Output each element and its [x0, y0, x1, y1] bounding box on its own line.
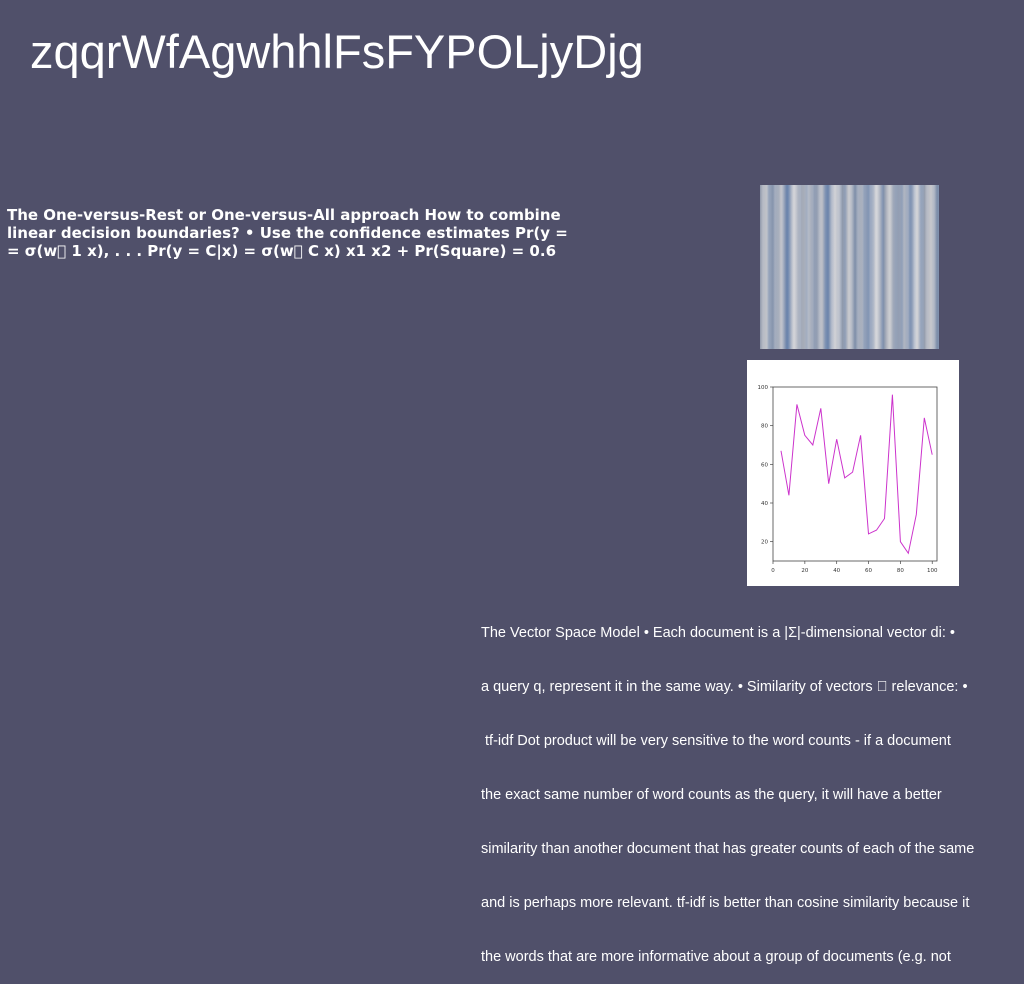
chart-frame: [772, 386, 938, 562]
y-tick-label: 60: [761, 462, 768, 468]
x-tick-label: 100: [927, 568, 938, 574]
body-line: The Vector Space Model • Each document i…: [481, 625, 955, 641]
body-line: the exact same number of word counts as …: [481, 787, 942, 803]
y-tick-label: 80: [761, 424, 768, 430]
slide-text-block: The One-versus-Rest or One-versus-All ap…: [7, 206, 568, 260]
y-tick-label: 20: [761, 540, 768, 546]
x-tick-label: 20: [801, 568, 808, 574]
x-tick-label: 0: [771, 568, 775, 574]
line-chart-image: 0 20 40 60 80 100 20 40 60 80 100: [747, 360, 959, 586]
x-tick-label: 60: [865, 568, 872, 574]
series-line: [780, 394, 933, 555]
body-line: similarity than another document that ha…: [481, 841, 975, 857]
y-tick-label: 100: [758, 385, 769, 391]
y-tick-label: 40: [761, 501, 768, 507]
x-tick-label: 80: [897, 568, 904, 574]
body-line: a query q, represent it in the same way.…: [481, 679, 968, 695]
line-chart: 0 20 40 60 80 100 20 40 60 80 100: [758, 385, 938, 574]
body-line: tf-idf Dot product will be very sensitiv…: [481, 733, 951, 749]
x-tick-label: 40: [833, 568, 840, 574]
page-title: zqqrWfAgwhhlFsFYPOLjyDjg: [30, 25, 644, 78]
body-text-block: The Vector Space Model • Each document i…: [481, 588, 1024, 984]
body-line: the words that are more informative abou…: [481, 949, 951, 965]
texture-image: [760, 185, 939, 349]
body-line: and is perhaps more relevant. tf-idf is …: [481, 895, 970, 911]
